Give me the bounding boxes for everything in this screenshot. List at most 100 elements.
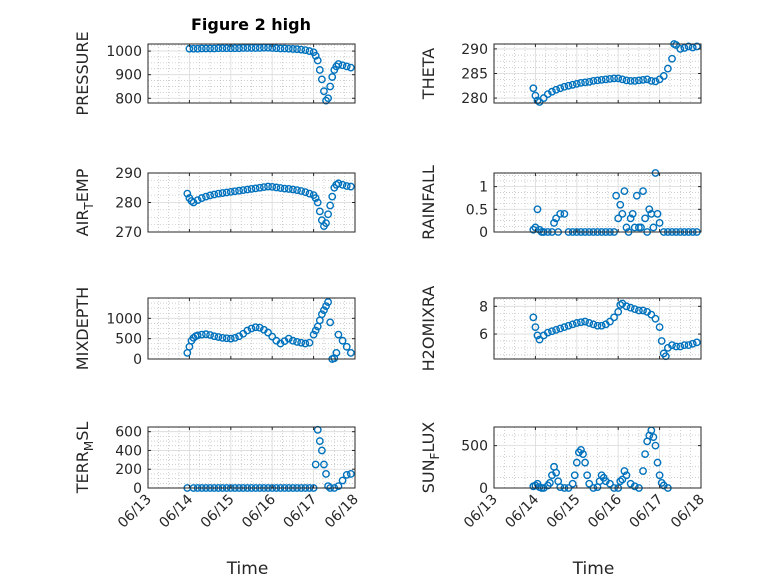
data-point (543, 328, 552, 337)
data-point (309, 330, 318, 339)
data-point (276, 184, 285, 192)
data-point (197, 44, 206, 53)
data-point (606, 75, 614, 83)
data-point (305, 338, 314, 347)
y-axis-label: TERRMSL (73, 422, 96, 495)
data-point (326, 82, 335, 91)
data-point (577, 318, 585, 327)
x-axis-label: Time (226, 559, 269, 579)
data-point (620, 467, 629, 475)
data-point (684, 42, 693, 51)
data-point (334, 60, 343, 68)
data-point (338, 336, 347, 345)
y-tick-label: 0 (479, 481, 488, 497)
data-point (560, 82, 569, 91)
y-axis-label: MIXDEPTH (73, 287, 92, 370)
data-point (593, 76, 602, 85)
data-point (288, 336, 297, 345)
data-point (197, 194, 206, 202)
data-point (610, 313, 618, 322)
data-point (672, 41, 681, 49)
data-point (260, 43, 268, 52)
data-point (618, 75, 627, 84)
y-tick-label: 0 (479, 225, 488, 241)
plot-area (493, 172, 702, 233)
data-point (651, 314, 660, 323)
data-point (585, 77, 594, 86)
data-point (338, 180, 347, 189)
data-point (239, 186, 248, 195)
data-point (585, 319, 594, 327)
data-point (251, 323, 260, 332)
data-point (601, 75, 610, 84)
data-point (659, 72, 668, 80)
subplot-1: 800 900 1000 PRESSURE (73, 31, 356, 116)
data-point (222, 188, 231, 197)
data-point (293, 186, 301, 195)
y-tick-label: 500 (461, 439, 488, 455)
data-point (311, 51, 320, 60)
y-tick-label: 500 (115, 332, 142, 348)
data-point (577, 445, 585, 454)
axes-frame (493, 297, 702, 360)
data-point (581, 78, 589, 87)
data-series (183, 298, 355, 363)
data-point (324, 210, 332, 219)
data-point (342, 182, 351, 190)
data-point (581, 458, 589, 467)
data-point (568, 479, 577, 488)
data-point (564, 321, 573, 330)
data-point (668, 54, 676, 63)
data-point (622, 76, 631, 85)
data-point (564, 81, 573, 90)
data-point (342, 470, 351, 479)
data-point (264, 182, 272, 191)
data-point (572, 319, 581, 327)
data-point (548, 87, 556, 96)
data-point (606, 479, 614, 488)
data-point (315, 207, 324, 216)
data-point (214, 333, 223, 341)
data-point (276, 44, 285, 53)
data-point (280, 44, 289, 53)
data-point (346, 470, 355, 478)
data-point (297, 187, 306, 195)
data-point (326, 318, 335, 327)
data-point (657, 337, 666, 345)
data-point (577, 78, 585, 87)
data-point (315, 437, 324, 445)
data-point (620, 187, 629, 196)
y-tick-label: 1000 (106, 44, 142, 60)
data-point (649, 223, 658, 232)
data-point (301, 188, 310, 197)
y-tick-label: 8 (479, 299, 488, 315)
data-point (255, 323, 264, 332)
data-point (264, 328, 272, 337)
y-tick-label: 200 (115, 462, 142, 478)
y-tick-label: 0.5 (466, 202, 488, 218)
y-tick-label: 0 (133, 481, 142, 497)
y-tick-label: 900 (115, 68, 142, 84)
y-tick-label: 6 (479, 327, 488, 343)
x-tick-label: 06/15 (544, 492, 584, 532)
y-axis-label: H2OMIXRA (419, 286, 438, 372)
data-point (197, 330, 206, 339)
data-point (311, 194, 320, 202)
data-point (626, 214, 635, 223)
data-point (647, 76, 656, 85)
y-tick-label: 1000 (106, 311, 142, 327)
x-tick-label: 06/13 (461, 492, 501, 532)
data-point (552, 325, 560, 334)
data-point (635, 306, 643, 315)
y-tick-label: 290 (115, 166, 142, 182)
subplot-7: 0 200 400 600 06/13 06/14 06/15 06/16 06/17 06/18… (73, 422, 362, 579)
data-point (647, 310, 656, 319)
data-point (226, 334, 235, 343)
data-point (630, 482, 639, 491)
data-point (231, 187, 239, 196)
data-point (231, 333, 239, 342)
data-point (189, 198, 198, 207)
data-point (639, 187, 647, 196)
data-point (556, 483, 565, 492)
data-point (226, 187, 235, 196)
